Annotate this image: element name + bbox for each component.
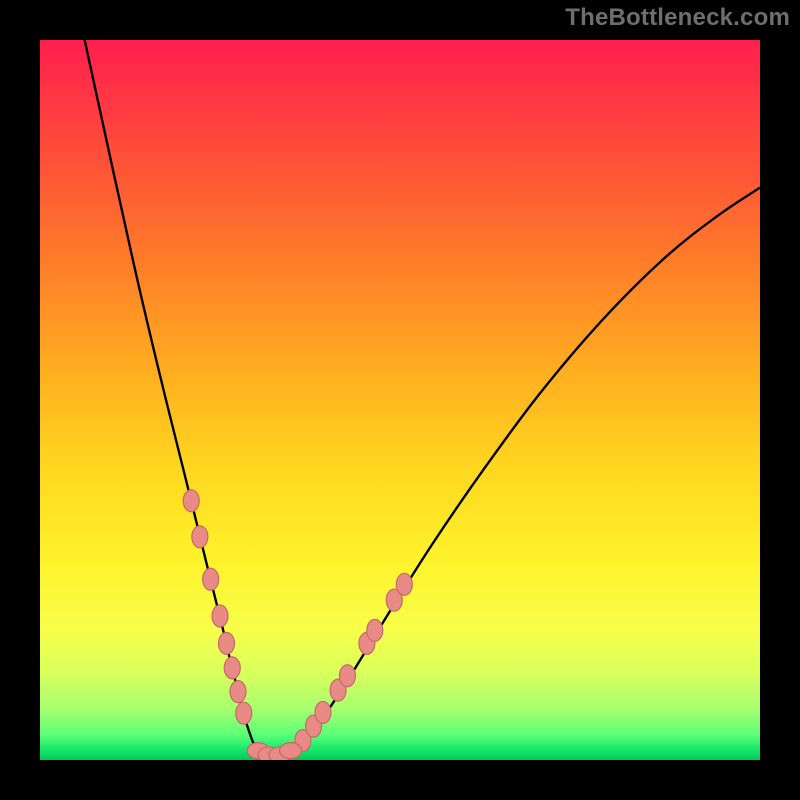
marker-left (224, 657, 240, 679)
marker-left (203, 568, 219, 590)
marker-right (315, 701, 331, 723)
marker-left (192, 526, 208, 548)
marker-left (218, 632, 234, 654)
chart-svg (0, 0, 800, 800)
marker-valley (280, 743, 302, 759)
marker-left (236, 702, 252, 724)
marker-right (396, 573, 412, 595)
plot-background (40, 40, 760, 760)
figure: TheBottleneck.com (0, 0, 800, 800)
marker-right (339, 665, 355, 687)
marker-left (183, 490, 199, 512)
watermark-text: TheBottleneck.com (565, 4, 790, 32)
marker-right (367, 619, 383, 641)
marker-left (212, 605, 228, 627)
marker-left (230, 681, 246, 703)
